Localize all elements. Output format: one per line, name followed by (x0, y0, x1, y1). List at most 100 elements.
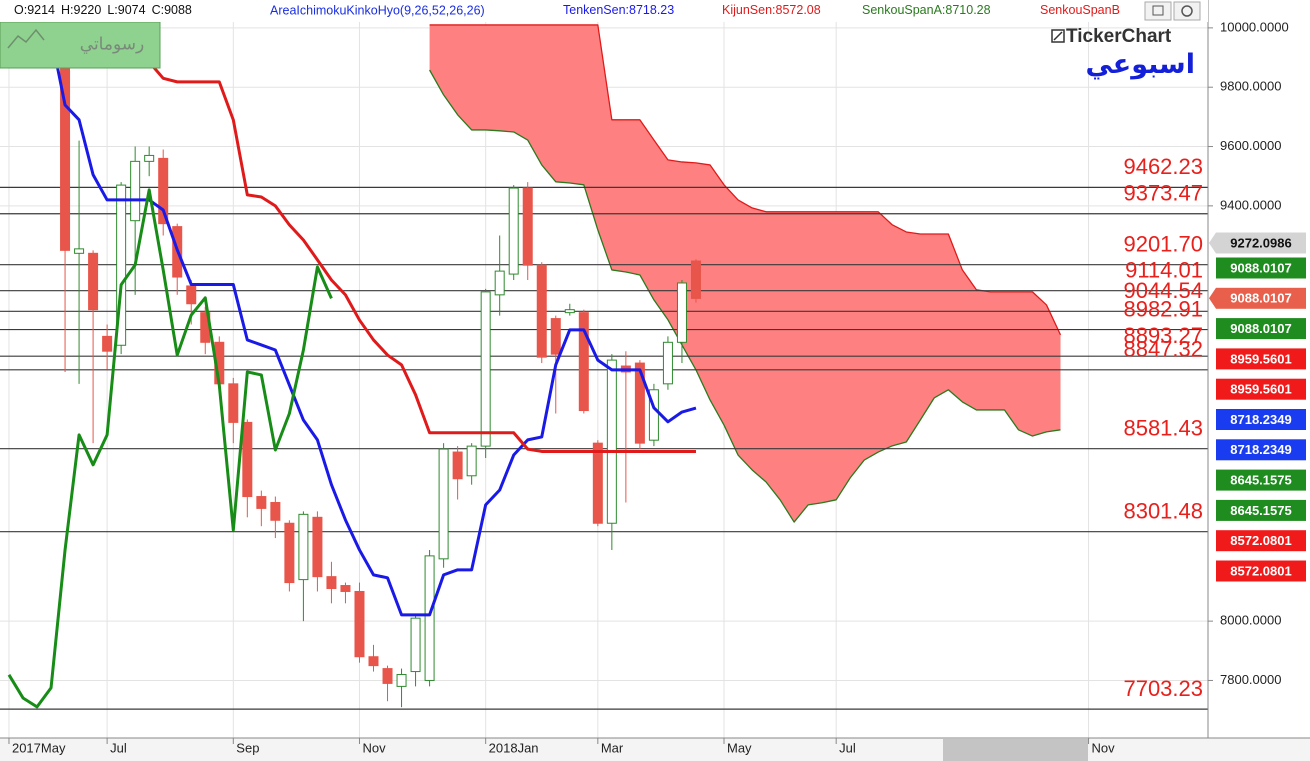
candle-body (676, 282, 687, 343)
level-label: 7703.23 (1123, 676, 1203, 701)
price-badge (1216, 287, 1306, 309)
maximize-button[interactable] (1144, 1, 1172, 21)
x-tick-label: Nov (1092, 740, 1116, 755)
candle-body (508, 187, 519, 275)
candle-body (424, 555, 435, 681)
ohlc-label: H: (61, 3, 74, 17)
candle-body (606, 359, 617, 524)
header-background (0, 0, 1208, 22)
series-name: KijunSen: (722, 3, 776, 17)
level-label: 9114.01 (1125, 258, 1203, 283)
series-line (7, 188, 333, 709)
y-tick-label: 10000.0000 (1220, 19, 1289, 34)
price-badge (1216, 257, 1306, 279)
window-buttons (1140, 0, 1208, 22)
settings-icon (1181, 5, 1193, 17)
price-badge (1216, 469, 1306, 491)
candle-body (592, 442, 603, 524)
candle-body (480, 291, 491, 447)
price-badge-label: 8645.1575 (1230, 503, 1291, 518)
y-tick-label: 8000.0000 (1220, 613, 1281, 628)
price-badge (1216, 318, 1306, 340)
candle-body (550, 318, 561, 355)
indicator-name: AreaIchimokuKinkoHyo(9,26,52,26,26) (270, 3, 485, 17)
price-badge (1216, 378, 1306, 400)
price-badge-label: 8572.0801 (1230, 533, 1291, 548)
candle-body (452, 451, 463, 480)
price-badge-label: 8718.2349 (1230, 442, 1291, 457)
series-name: SenkouSpanA: (862, 3, 945, 17)
candle-body (438, 448, 449, 560)
candle-body (662, 341, 673, 385)
candle-body (60, 39, 71, 251)
candle-body (284, 522, 295, 584)
ohlc-label: O: (14, 3, 27, 17)
level-label: 9044.54 (1123, 278, 1203, 303)
level-label: 8893.27 (1123, 323, 1203, 348)
candle-body (228, 383, 239, 423)
price-badge (1216, 439, 1306, 461)
candle-body (340, 585, 351, 592)
x-tick-label: 2018Jan (489, 740, 539, 755)
candle-body (354, 590, 365, 658)
watermark-icon (7, 28, 45, 49)
price-badge-label: 9272.0986 (1230, 235, 1291, 250)
price-badge-label: 9088.0107 (1230, 260, 1291, 275)
price-badge (1216, 348, 1306, 370)
level-label: 8301.48 (1123, 499, 1203, 524)
price-badge-label: 9088.0107 (1230, 291, 1291, 306)
candle-body (130, 160, 141, 222)
series-readout: SenkouSpanB (1040, 3, 1120, 17)
y-tick-label: 9400.0000 (1220, 197, 1281, 212)
candle-body (74, 248, 85, 254)
scrollbar[interactable] (943, 739, 1088, 761)
ohlc-value: 9220 (74, 3, 102, 17)
y-tick-label: 7800.0000 (1220, 672, 1281, 687)
watermark-text: رسوماتي (80, 34, 144, 54)
cloud-fill (429, 24, 1061, 523)
settings-button[interactable] (1173, 1, 1201, 21)
x-tick-label: Jul (110, 740, 127, 755)
price-badge-label: 8718.2349 (1230, 412, 1291, 427)
ohlc-label: L: (107, 3, 117, 17)
brand-icon (1051, 29, 1065, 43)
price-badge-label: 8959.5601 (1230, 351, 1291, 366)
maximize-icon (1152, 5, 1164, 16)
price-badge-arrow (1209, 232, 1216, 254)
header: O:9214 H:9220 L:9074 C:9088 AreaIchimokuKin… (0, 0, 1208, 22)
price-badge (1216, 409, 1306, 430)
series-last: 8572.08 (776, 3, 821, 17)
price-badge (1216, 560, 1306, 582)
ohlc-label: C: (152, 3, 165, 17)
level-label: 8581.43 (1123, 415, 1203, 440)
candle-body (270, 501, 281, 521)
series-readout: KijunSen:8572.08 (722, 3, 821, 17)
candle-body (648, 389, 659, 441)
candle-body (634, 362, 645, 444)
x-tick-label: Mar (601, 740, 624, 755)
candle-body (578, 312, 589, 412)
level-label: 9462.23 (1123, 154, 1203, 179)
candle-body (312, 516, 323, 578)
series-last: 8718.23 (629, 3, 674, 17)
series-readout: TenkenSen:8718.23 (563, 3, 674, 17)
candle-body (382, 668, 393, 684)
x-tick-label: Nov (362, 740, 386, 755)
candle-body (396, 674, 407, 687)
candle-body (116, 184, 127, 346)
series-line (429, 24, 1062, 336)
level-label: 9373.47 (1123, 181, 1203, 206)
series-line (429, 69, 1061, 523)
price-badge (1216, 530, 1306, 552)
candle-body (256, 496, 267, 509)
axes: 10000.0000 9800.0000 9600.0000 9400.0000 800… (8, 19, 1306, 755)
candle-body (102, 335, 113, 352)
ohlc-readout: O:9214 H:9220 L:9074 C:9088 (14, 3, 192, 17)
series-readout: SenkouSpanA:8710.28 (862, 3, 991, 17)
candle-body (242, 421, 253, 498)
y-tick-label: 9600.0000 (1220, 138, 1281, 153)
price-badge-label: 8959.5601 (1230, 382, 1291, 397)
candle-body (144, 154, 155, 162)
